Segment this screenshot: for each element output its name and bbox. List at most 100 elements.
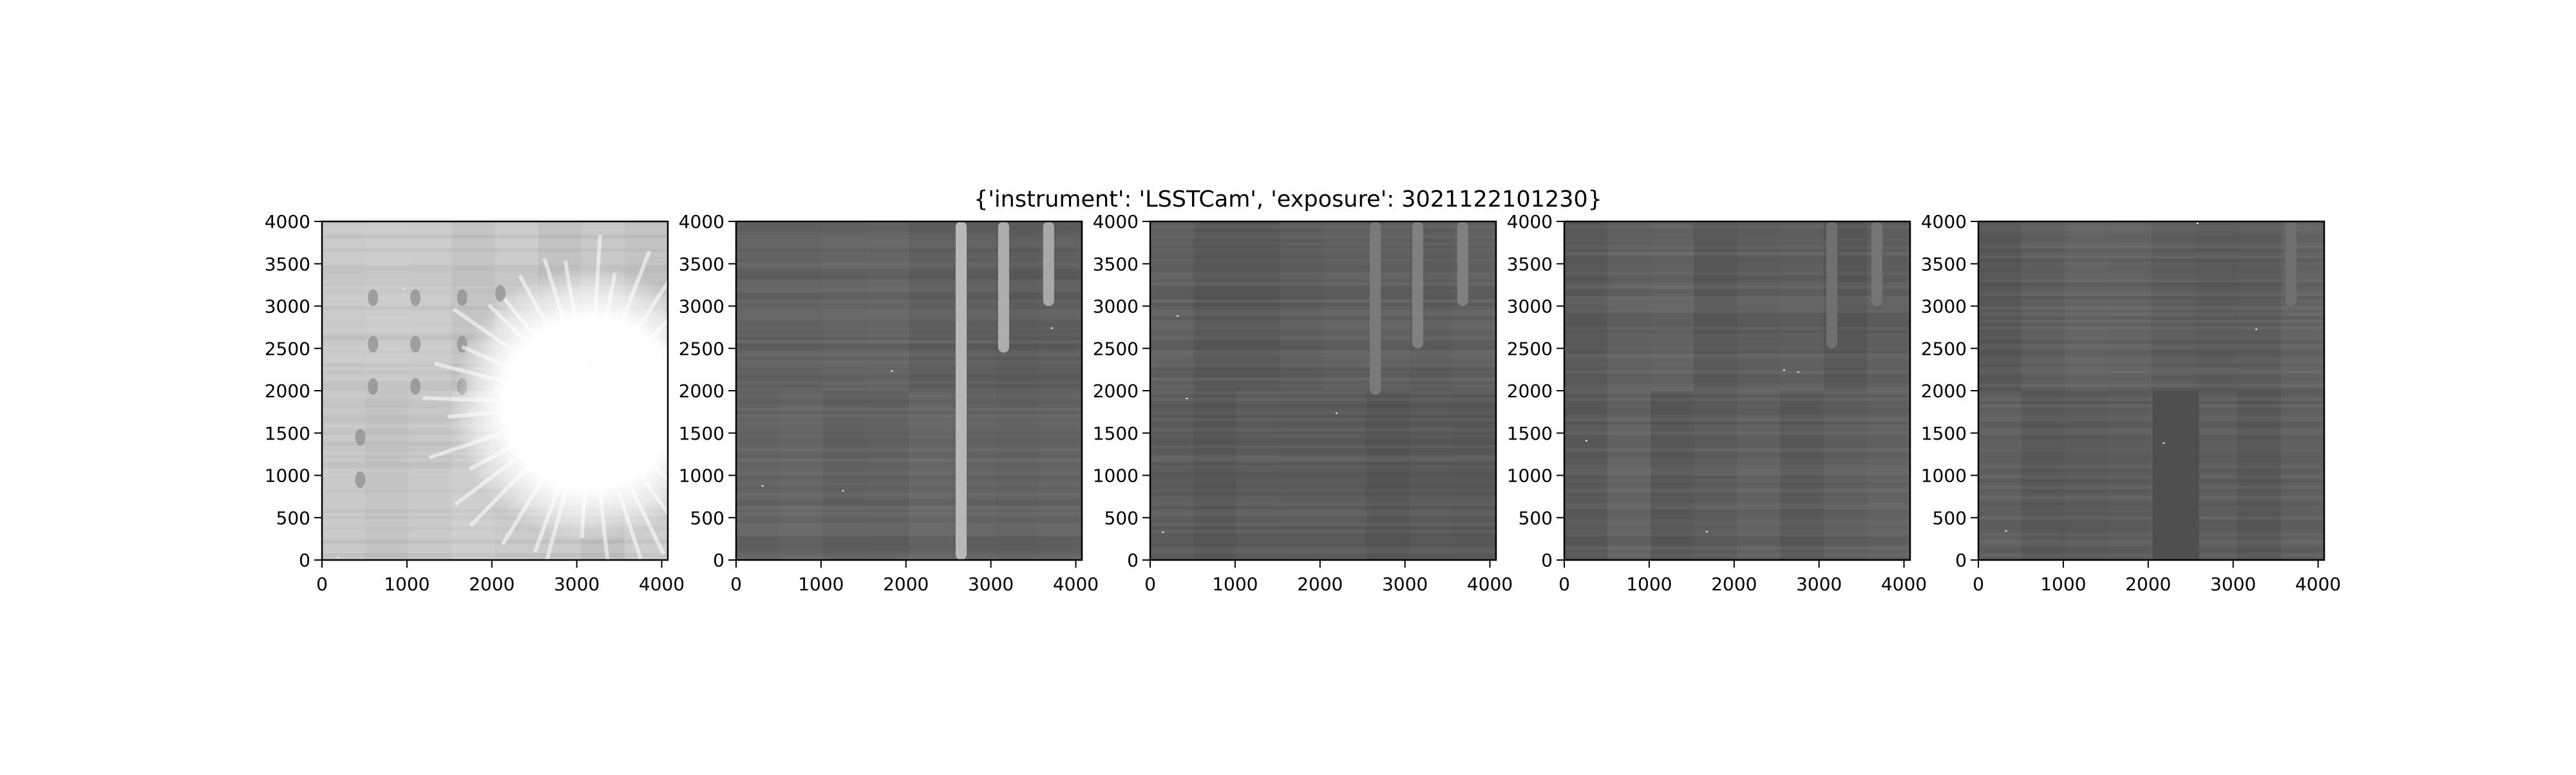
row-band xyxy=(1978,337,2324,341)
amp-segment xyxy=(1280,221,1323,391)
row-band xyxy=(1564,229,1910,232)
row-band xyxy=(1564,509,1910,513)
row-band xyxy=(1150,330,1496,333)
row-band xyxy=(1150,543,1496,547)
row-band xyxy=(1150,485,1496,489)
row-band xyxy=(736,360,1082,364)
row-band xyxy=(1150,452,1496,456)
row-band xyxy=(1150,509,1496,513)
amp-segment xyxy=(1607,391,1651,560)
x-tick-label: 4000 xyxy=(1467,574,1513,595)
row-band xyxy=(1978,347,2324,351)
row-band xyxy=(1150,326,1496,330)
row-band xyxy=(1564,452,1910,456)
panel-5-image xyxy=(1978,221,2324,560)
row-band xyxy=(1978,553,2324,557)
x-tick-label: 3000 xyxy=(554,574,600,595)
amp-segment xyxy=(1564,221,1608,391)
amp-segment xyxy=(779,391,823,560)
row-band xyxy=(736,283,1082,286)
hot-pixel xyxy=(1783,369,1785,371)
amp-segment xyxy=(779,221,823,391)
row-band xyxy=(322,523,668,527)
y-tick-label: 1000 xyxy=(1921,465,1967,487)
glow-streak xyxy=(650,345,668,361)
amp-segment xyxy=(1564,391,1608,560)
amp-segment xyxy=(1150,221,1194,391)
row-band xyxy=(1564,462,1910,465)
row-band xyxy=(1150,489,1496,493)
row-band xyxy=(1564,245,1910,249)
x-tick-label: 1000 xyxy=(1212,574,1258,595)
row-band xyxy=(736,526,1082,530)
row-band xyxy=(736,296,1082,300)
hot-pixel xyxy=(891,370,893,372)
y-tick-label: 1500 xyxy=(1507,423,1553,444)
amp-segment xyxy=(736,221,780,391)
x-tick-label: 1000 xyxy=(2040,574,2086,595)
x-tick-label: 2000 xyxy=(469,574,515,595)
row-band xyxy=(322,539,668,543)
row-band xyxy=(1978,238,2324,242)
row-band xyxy=(1150,303,1496,306)
row-band xyxy=(1978,370,2324,374)
row-band xyxy=(1150,336,1496,341)
hot-pixel xyxy=(842,490,844,492)
amp-segment xyxy=(909,391,953,560)
row-band xyxy=(736,289,1082,293)
row-band xyxy=(736,519,1082,523)
y-tick-label: 500 xyxy=(1104,507,1139,528)
row-band xyxy=(1564,289,1910,293)
row-band xyxy=(736,404,1082,408)
y-tick-label: 4000 xyxy=(679,211,724,232)
row-band xyxy=(1564,418,1910,422)
row-band xyxy=(1978,550,2324,554)
row-band xyxy=(1564,326,1910,330)
row-band xyxy=(1150,225,1496,229)
row-band xyxy=(1564,421,1910,425)
row-band xyxy=(1150,340,1496,344)
row-band xyxy=(1150,503,1496,507)
row-band xyxy=(1150,370,1496,374)
row-band xyxy=(1978,310,2324,313)
glow-streak xyxy=(615,250,652,333)
row-band xyxy=(1978,367,2324,371)
y-tick-label: 3000 xyxy=(1093,296,1139,317)
row-band xyxy=(1150,404,1496,408)
row-band xyxy=(322,228,668,232)
row-band xyxy=(1150,388,1496,391)
row-band xyxy=(322,543,668,547)
row-band xyxy=(1150,282,1496,286)
glow-streak xyxy=(469,438,524,471)
amp-segment xyxy=(2280,391,2324,560)
row-band xyxy=(1978,235,2324,239)
amp-segment xyxy=(365,391,409,560)
row-band xyxy=(1978,242,2324,246)
row-band xyxy=(1150,482,1496,486)
row-band xyxy=(1150,546,1496,550)
row-band xyxy=(1150,275,1496,279)
amp-segment xyxy=(1236,391,1280,560)
row-band xyxy=(1150,414,1496,418)
row-band xyxy=(1978,265,2324,269)
panel-1-image xyxy=(322,221,668,560)
row-band xyxy=(1564,252,1910,256)
row-band xyxy=(736,539,1082,543)
row-band xyxy=(736,509,1082,513)
y-tick-label: 0 xyxy=(1127,550,1139,571)
row-band xyxy=(1150,539,1496,543)
row-band xyxy=(1564,248,1910,252)
dark-spot xyxy=(410,378,421,395)
row-band xyxy=(322,295,668,300)
hot-pixel xyxy=(1050,327,1053,329)
y-tick-label: 1000 xyxy=(1507,465,1553,487)
row-band xyxy=(736,340,1082,344)
row-band xyxy=(736,482,1082,486)
row-band xyxy=(1150,401,1496,405)
row-band xyxy=(1150,299,1496,303)
row-band xyxy=(1564,232,1910,236)
row-band xyxy=(1978,465,2324,469)
amp-segment xyxy=(1193,221,1237,391)
row-band xyxy=(322,546,668,550)
